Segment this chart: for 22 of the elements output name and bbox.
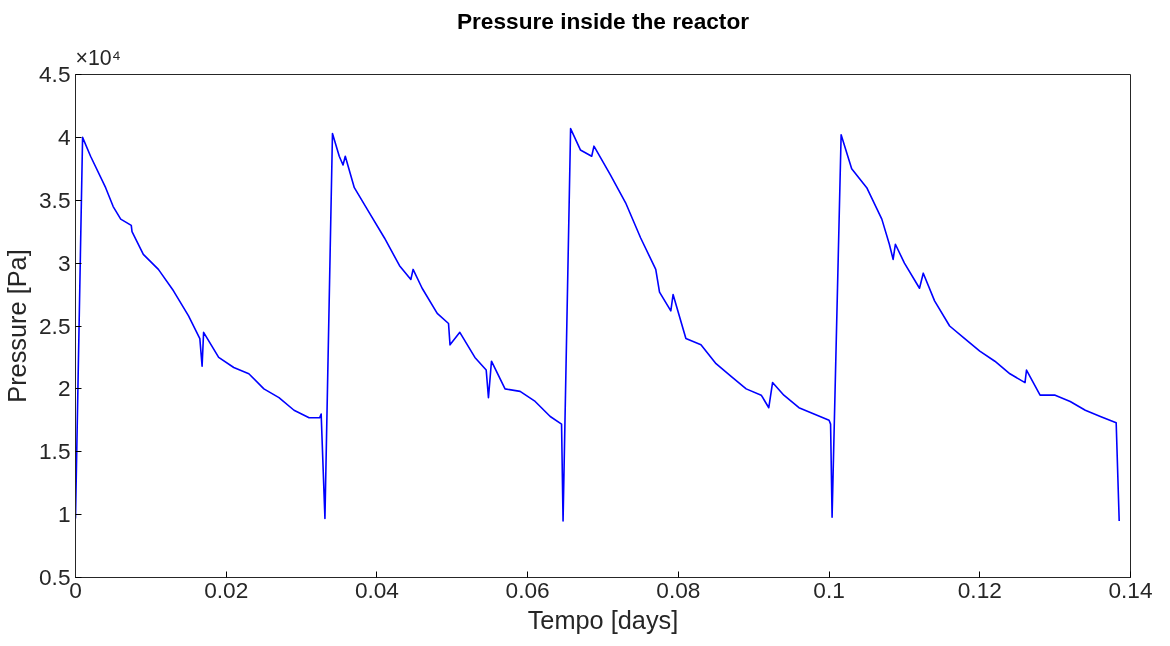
- chart-title: Pressure inside the reactor: [456, 7, 750, 34]
- y-tick-label: 1: [57, 501, 71, 528]
- x-axis-title: Tempo [days]: [527, 605, 679, 634]
- y-tick-label: 4.5: [39, 61, 71, 87]
- x-tick-label: 0.02: [204, 576, 249, 603]
- x-tick-label: 0.12: [957, 576, 1002, 603]
- x-tick-label: 0: [69, 576, 82, 603]
- y-tick-label: 3.5: [39, 186, 71, 213]
- y-tick-label: 2: [57, 375, 71, 402]
- x-tick-label: 0.04: [354, 576, 399, 603]
- y-tick-label: 3: [57, 249, 71, 276]
- y-axis-title: Pressure [Pa]: [3, 249, 31, 403]
- y-tick-label: 1.5: [39, 438, 71, 465]
- y-tick-label: 0.5: [39, 564, 71, 590]
- line-series: [75, 127, 1120, 522]
- y-tick-label: 4: [57, 123, 71, 150]
- x-tick-label: 0.1: [813, 576, 845, 603]
- x-tick-label: 0.06: [505, 576, 550, 603]
- x-tick-label: 0.08: [656, 576, 701, 603]
- text: ×10⁴: [75, 45, 121, 70]
- x-tick-label: 0.14: [1108, 576, 1153, 603]
- y-tick-label: 2.5: [39, 312, 71, 339]
